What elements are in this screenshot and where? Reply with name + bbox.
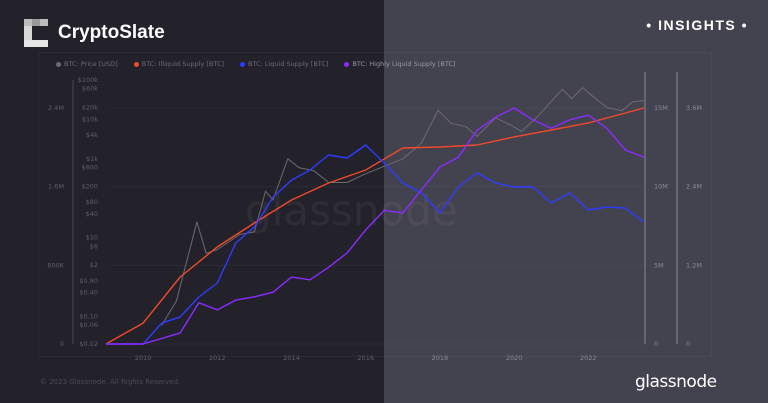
supply-right-tick-label: 10M bbox=[654, 183, 668, 191]
supply-right-tick-label: 0 bbox=[654, 340, 658, 348]
x-tick-label: 2014 bbox=[283, 354, 300, 362]
price-tick-label: $200 bbox=[81, 182, 98, 190]
price-tick-label: $0.10 bbox=[79, 312, 98, 320]
price-tick-label: $60k bbox=[82, 85, 98, 93]
supply-right2-tick-label: 3.6M bbox=[686, 104, 702, 112]
supply-left-tick-label: 1.6M bbox=[48, 183, 64, 191]
price-tick-label: $0.02 bbox=[79, 340, 98, 348]
price-tick-label: $10 bbox=[86, 234, 98, 242]
series-line-liquid-supply bbox=[106, 144, 645, 345]
legend-dot bbox=[240, 61, 246, 67]
price-tick-label: $4k bbox=[86, 131, 98, 139]
legend-label: BTC: Illiquid Supply [BTC] bbox=[141, 60, 225, 68]
chart-frame bbox=[38, 52, 712, 357]
legend-dot bbox=[133, 61, 139, 67]
price-tick-label: $600 bbox=[81, 164, 98, 172]
x-tick-label: 2018 bbox=[432, 354, 449, 362]
price-tick-label: $2 bbox=[90, 261, 98, 269]
supply-right2-tick-label: 2.4M bbox=[686, 183, 702, 191]
chart-legend: BTC: Price [USD] BTC: Illiquid Supply [B… bbox=[56, 60, 456, 68]
brand-name: CryptoSlate bbox=[58, 22, 165, 43]
legend-item-price[interactable]: BTC: Price [USD] bbox=[56, 60, 118, 68]
series-line-illiquid-supply bbox=[105, 107, 645, 345]
x-tick-label: 2016 bbox=[357, 354, 374, 362]
legend-label: BTC: Liquid Supply [BTC] bbox=[248, 60, 329, 68]
price-tick-label: $0.40 bbox=[79, 289, 98, 297]
price-tick-label: $1k bbox=[86, 155, 98, 163]
supply-right2-tick-label: 0 bbox=[686, 340, 690, 348]
series-line-price bbox=[161, 87, 645, 326]
price-tick-label: $40 bbox=[86, 210, 98, 218]
legend-label: BTC: Highly Liquid Supply [BTC] bbox=[352, 60, 456, 68]
price-tick-label: $0.06 bbox=[79, 321, 98, 329]
cryptoslate-logo-icon bbox=[24, 19, 48, 47]
supply-right-tick-label: 5M bbox=[654, 261, 664, 269]
x-tick-label: 2010 bbox=[135, 354, 152, 362]
series-line-highly-liquid-supply bbox=[106, 107, 645, 345]
supply-left-tick-label: 0 bbox=[60, 340, 64, 348]
price-tick-label: $10k bbox=[82, 115, 98, 123]
x-tick-label: 2020 bbox=[506, 354, 523, 362]
legend-item-illiquid[interactable]: BTC: Illiquid Supply [BTC] bbox=[133, 60, 225, 68]
supply-left-tick-label: 2.4M bbox=[48, 104, 64, 112]
legend-label: BTC: Price [USD] bbox=[64, 60, 118, 68]
price-tick-label: $0.80 bbox=[79, 277, 98, 285]
legend-item-liquid[interactable]: BTC: Liquid Supply [BTC] bbox=[240, 60, 328, 68]
price-tick-label: $6 bbox=[90, 242, 98, 250]
glassnode-logo: glassnode bbox=[635, 372, 717, 392]
legend-dot bbox=[56, 61, 61, 67]
legend-dot bbox=[344, 61, 350, 67]
supply-right-tick-label: 15M bbox=[654, 104, 668, 112]
insights-badge: • INSIGHTS • bbox=[646, 17, 748, 33]
brand: CryptoSlate bbox=[24, 19, 165, 47]
price-tick-label: $100k bbox=[78, 76, 99, 84]
price-tick-label: $80 bbox=[86, 198, 98, 206]
supply-right2-tick-label: 1.2M bbox=[686, 261, 702, 269]
x-tick-label: 2022 bbox=[580, 354, 597, 362]
copyright: © 2023 Glassnode. All Rights Reserved. bbox=[40, 378, 181, 386]
price-tick-label: $20k bbox=[82, 104, 98, 112]
x-tick-label: 2012 bbox=[209, 354, 226, 362]
legend-item-highly-liquid[interactable]: BTC: Highly Liquid Supply [BTC] bbox=[344, 60, 456, 68]
supply-left-tick-label: 800K bbox=[47, 261, 64, 269]
